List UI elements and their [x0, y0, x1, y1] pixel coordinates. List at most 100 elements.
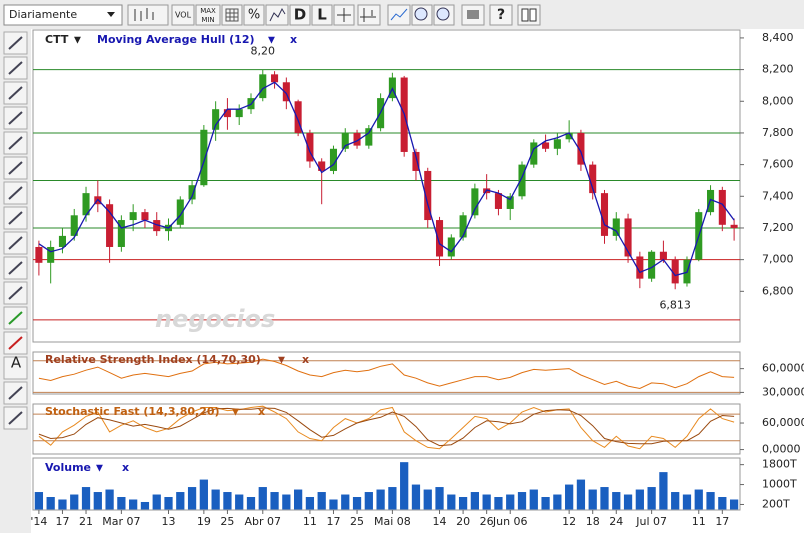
rsi-menu[interactable]: ▼ — [278, 356, 285, 366]
volume-bar — [517, 492, 527, 510]
price-annotation: 6,813 — [659, 298, 691, 311]
indicator-line — [38, 405, 735, 450]
d-label: D — [294, 6, 306, 24]
x-tick-label: 24 — [609, 515, 623, 528]
y-tick-label: 1000T — [762, 478, 797, 491]
crosshair-button-2[interactable] — [357, 4, 381, 26]
trend-button[interactable] — [387, 4, 411, 26]
y-tick-label: 7,200 — [762, 221, 794, 234]
tool-icon — [8, 61, 23, 75]
help-button[interactable] — [489, 4, 513, 26]
candle-body — [271, 74, 279, 83]
candle-body — [600, 193, 609, 236]
volume-bar — [376, 489, 385, 510]
watermark: negocios — [155, 305, 275, 333]
volume-bar — [494, 497, 503, 510]
volume-bar — [223, 492, 232, 510]
volume-bar — [694, 489, 703, 510]
volume-close[interactable]: x — [122, 461, 129, 474]
tool-icon — [8, 411, 23, 425]
candle-body — [141, 212, 149, 221]
candle-body — [412, 151, 420, 171]
symbol: CTT — [45, 33, 69, 46]
volume-bar — [682, 494, 692, 510]
text-tool-label: A — [11, 354, 22, 372]
maxmin-button[interactable] — [195, 4, 221, 26]
symbol-menu[interactable]: ▼ — [74, 36, 81, 46]
volume-bar — [458, 497, 468, 510]
x-tick-label: 19 — [197, 515, 211, 528]
x-tick-label: 11 — [692, 515, 706, 528]
candle-body — [117, 220, 125, 247]
volume-bar — [400, 462, 409, 510]
volume-bar — [565, 484, 574, 510]
stoch-close[interactable]: x — [258, 405, 265, 418]
volume-bar — [482, 494, 491, 510]
tool-icon — [8, 211, 23, 225]
candle-body — [624, 218, 632, 257]
book-button[interactable] — [517, 4, 541, 26]
x-tick-label: '14 — [30, 515, 47, 528]
volume-bar — [294, 489, 303, 510]
x-tick-label: 17 — [55, 515, 69, 528]
tool-icon — [8, 161, 23, 175]
indicator-line — [38, 407, 735, 447]
scale-icon — [269, 7, 286, 22]
volume-bar — [612, 492, 621, 510]
volume-bar — [470, 492, 479, 510]
candle-body — [553, 139, 561, 149]
tool-icon — [8, 286, 23, 300]
y-tick-label: 7,600 — [762, 158, 794, 171]
volume-bar — [364, 492, 373, 510]
candle-body — [306, 132, 314, 162]
candle-body — [188, 185, 196, 200]
volume-bar — [729, 499, 739, 510]
period-label: Diariamente — [9, 8, 77, 21]
x-tick-label: 25 — [350, 515, 364, 528]
x-tick-label: 20 — [456, 515, 470, 528]
candle-body — [530, 142, 538, 165]
volume-menu[interactable]: ▼ — [96, 464, 103, 474]
zoom-out-icon — [414, 7, 428, 21]
stoch-menu[interactable]: ▼ — [232, 408, 239, 418]
candle-body — [589, 164, 597, 194]
max-label: MAX — [200, 7, 216, 15]
y-tick-label: 7,800 — [762, 126, 794, 139]
candle-body — [471, 188, 479, 216]
d-button[interactable] — [289, 4, 311, 26]
x-tick-label: 26 — [480, 515, 494, 528]
candle-body — [318, 161, 326, 171]
grid-button[interactable] — [221, 4, 243, 26]
x-tick-label: 11 — [303, 515, 317, 528]
scale-button[interactable] — [265, 4, 289, 26]
volume-bar — [623, 494, 633, 510]
volume-bar — [70, 494, 79, 510]
candle-body — [612, 218, 620, 236]
l-button[interactable] — [311, 4, 333, 26]
percent-button[interactable] — [243, 4, 265, 26]
indicator-menu[interactable]: ▼ — [268, 36, 275, 46]
candle-body — [129, 212, 137, 221]
tool-button[interactable] — [3, 356, 28, 380]
candle-body — [353, 132, 361, 146]
chart-type-button[interactable] — [127, 4, 169, 26]
vol-button[interactable] — [171, 4, 195, 26]
tool-icon — [8, 261, 23, 275]
volume-bar — [659, 472, 668, 510]
candle-body — [294, 101, 302, 133]
period-select[interactable] — [3, 4, 123, 26]
crosshair-icon-2 — [360, 8, 376, 22]
candle-body — [35, 246, 43, 263]
tool-icon — [8, 336, 23, 350]
volume-bar — [270, 492, 279, 510]
volume-bar — [81, 487, 91, 510]
volume-bar — [46, 497, 55, 510]
volume-bar — [58, 499, 67, 510]
volume-bar — [199, 479, 208, 510]
indicator-close[interactable]: x — [290, 33, 297, 46]
x-tick-label: 13 — [162, 515, 176, 528]
x-tick-label: 18 — [586, 515, 600, 528]
rsi-close[interactable]: x — [302, 353, 309, 366]
y-tick-label: 60,0000 — [762, 416, 804, 429]
print-icon — [467, 10, 479, 19]
